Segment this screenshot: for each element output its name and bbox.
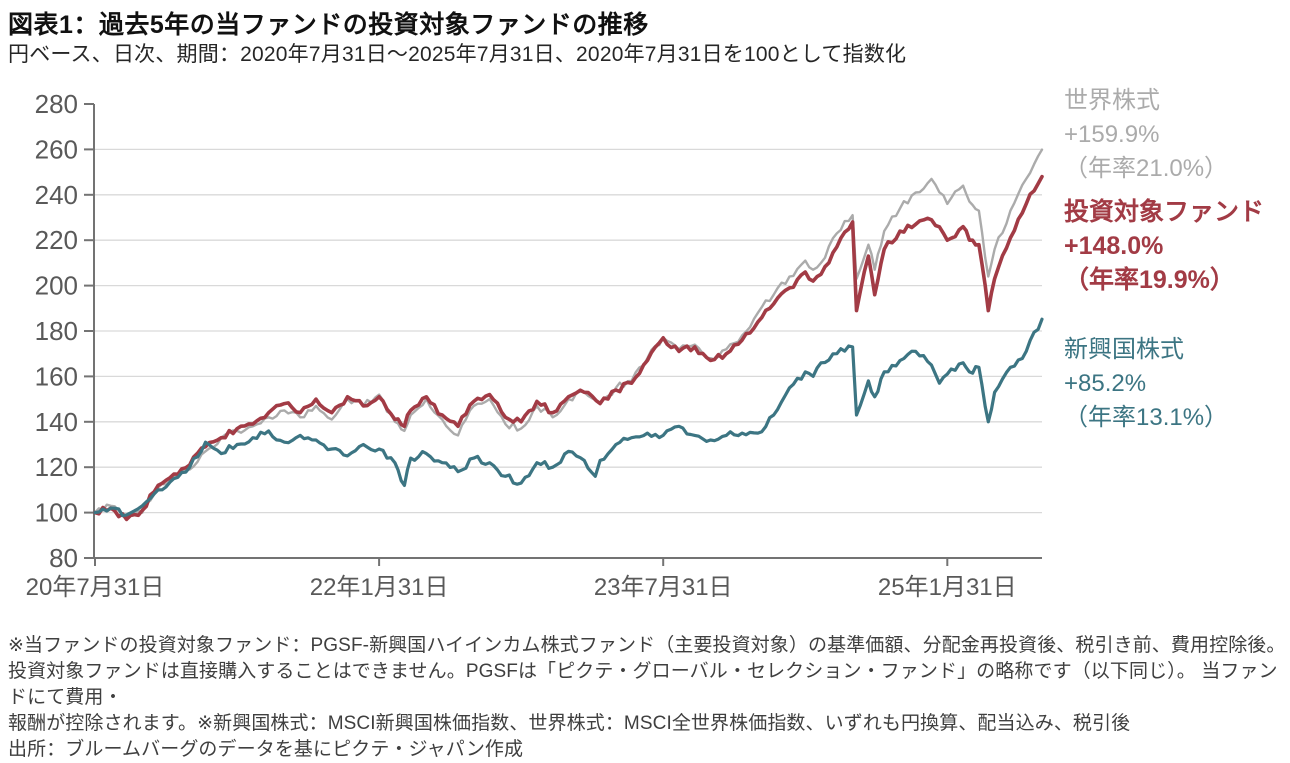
y-tick-label-280: 280 (35, 89, 78, 119)
x-tick-label-54: 25年1月31日 (878, 574, 1017, 601)
legend-fund-annual: （年率19.9%） (1064, 266, 1235, 294)
legend-em-label: 新興国株式 (1064, 336, 1184, 363)
y-tick-label-140: 140 (35, 407, 78, 437)
y-tick-label-260: 260 (35, 134, 78, 164)
legend-world-annual: （年率21.0%） (1064, 155, 1229, 182)
series-line-fund (93, 174, 1044, 522)
legend-world-label: 世界株式 (1064, 87, 1160, 114)
legend-em-return: +85.2% (1064, 370, 1147, 397)
y-tick-label-220: 220 (35, 225, 78, 255)
series-line-em (93, 317, 1044, 518)
x-tick-label-36: 23年7月31日 (594, 574, 733, 601)
legend-target-fund: 投資対象ファンド +148.0% （年率19.9%） (1064, 195, 1264, 297)
x-tick-label-0: 20年7月31日 (26, 574, 165, 601)
y-tick-label-200: 200 (35, 271, 78, 301)
y-tick-label-80: 80 (49, 543, 78, 573)
legend-fund-label: 投資対象ファンド (1064, 198, 1265, 226)
footnote-line-2: 投資対象ファンドは直接購入することはできません。PGSFは「ピクテ・グローバル・… (8, 661, 1278, 708)
performance-line-chart: 80 100 120 140 160 180 200 220 240 260 280 20年7月31日… (26, 89, 1044, 601)
legend-world-equities: 世界株式 +159.9% （年率21.0%） (1064, 84, 1228, 186)
y-tick-label-240: 240 (35, 180, 78, 210)
footnote-line-3: 報酬が控除されます。※新興国株式：MSCI新興国株価指数、世界株式：MSCI全世… (8, 713, 1131, 734)
y-tick-label-100: 100 (35, 498, 78, 528)
legend-fund-return: +148.0% (1064, 232, 1164, 260)
page-title: 図表1：過去5年の当ファンドの投資対象ファンドの推移 (8, 11, 649, 39)
footnotes: ※当ファンドの投資対象ファンド：PGSF-新興国ハイインカム株式ファンド（主要投… (8, 633, 1286, 763)
footnote-line-4: 出所：ブルームバーグのデータを基にピクテ・ジャパン作成 (8, 739, 524, 760)
chart-subtitle: 円ベース、日次、期間：2020年7月31日～2025年7月31日、2020年7月… (8, 43, 907, 66)
y-tick-label-120: 120 (35, 452, 78, 482)
footnote-line-1: ※当ファンドの投資対象ファンド：PGSF-新興国ハイインカム株式ファンド（主要投… (8, 635, 1286, 656)
y-tick-label-160: 160 (35, 361, 78, 391)
legend-world-return: +159.9% (1064, 121, 1160, 148)
legend-em-annual: （年率13.1%） (1064, 404, 1229, 431)
series-line-world (93, 148, 1044, 517)
legend-emerging-equities: 新興国株式 +85.2% （年率13.1%） (1064, 333, 1228, 435)
x-tick-label-18: 22年1月31日 (310, 574, 449, 601)
y-tick-label-180: 180 (35, 316, 78, 346)
